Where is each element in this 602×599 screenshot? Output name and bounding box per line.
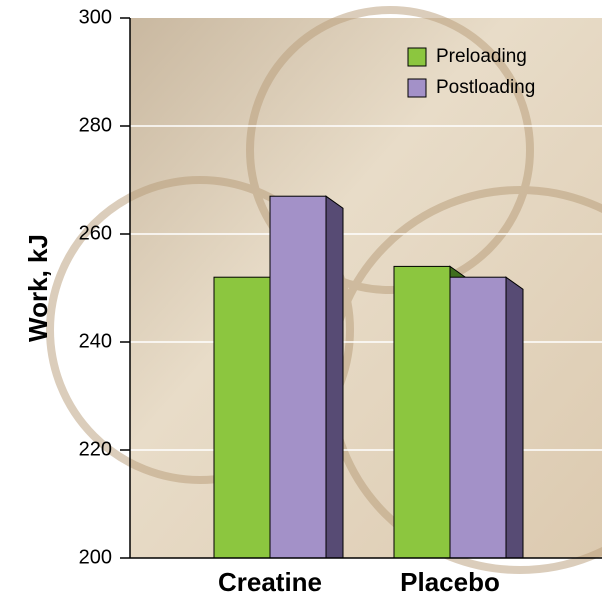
y-tick-label: 280 [79, 114, 112, 136]
legend-label: Postloading [436, 77, 535, 98]
bar [269, 195, 327, 559]
x-tick-label: Placebo [400, 567, 500, 597]
legend-swatch [407, 78, 427, 98]
bar-side [325, 195, 344, 559]
y-axis-label: Work, kJ [23, 234, 53, 342]
y-tick-label: 200 [79, 546, 112, 568]
legend-label: Preloading [436, 46, 527, 67]
legend-swatch [407, 47, 427, 67]
y-tick-label: 300 [79, 6, 112, 28]
bar [213, 276, 271, 559]
x-tick-label: Creatine [218, 567, 322, 597]
bar [449, 276, 507, 559]
y-tick-label: 220 [79, 438, 112, 460]
bar-side [505, 276, 524, 559]
y-tick-label: 240 [79, 330, 112, 352]
y-tick-label: 260 [79, 222, 112, 244]
bar [393, 265, 451, 559]
legend: Preloading Postloading [407, 46, 535, 98]
